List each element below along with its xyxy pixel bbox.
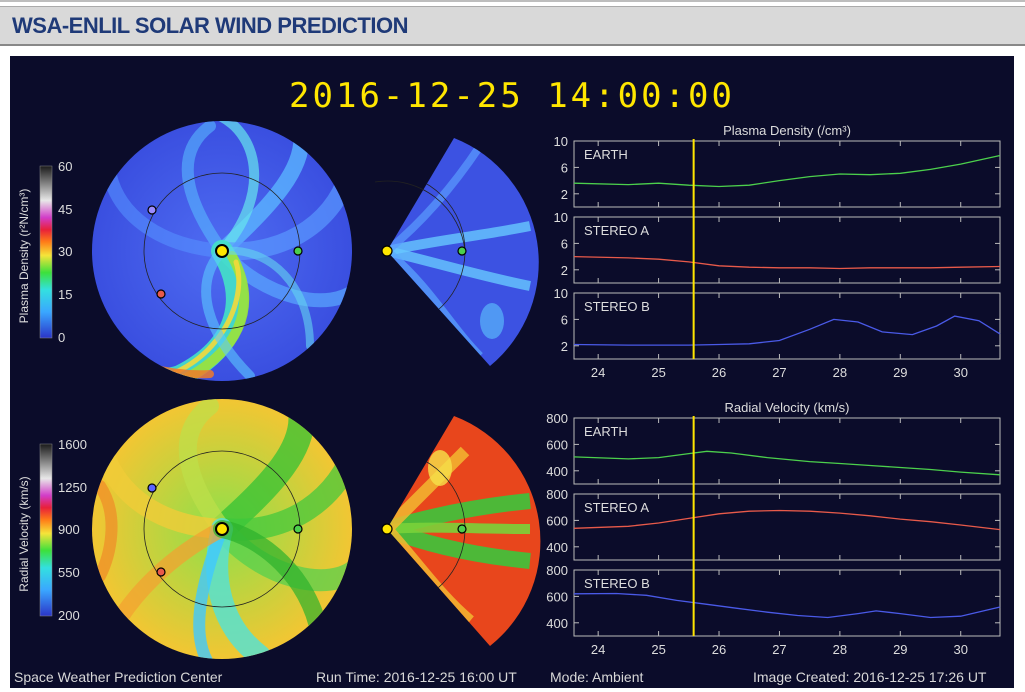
colorbar-tick: 0 [58,330,65,345]
colorbar-tick: 30 [58,244,72,259]
velocity-colorbar-label: Radial Velocity (km/s) [17,476,31,591]
y-tick-label: 600 [546,589,568,604]
x-tick-label: 27 [772,642,786,657]
colorbar-tick: 900 [58,522,80,537]
series-line-stereo-b [573,592,1001,619]
earth-marker [457,524,467,534]
header-bar: WSA-ENLIL SOLAR WIND PREDICTION [0,6,1025,46]
page-title: WSA-ENLIL SOLAR WIND PREDICTION [12,13,408,38]
x-tick-label: 30 [953,642,967,657]
chart-panel-frame [573,140,1001,208]
x-tick-label: 30 [953,365,967,380]
series-name: EARTH [584,147,628,162]
y-tick-label: 2 [561,263,568,278]
x-tick-label: 29 [893,365,907,380]
body-markers [147,205,467,577]
y-tick-label: 2 [561,187,568,202]
stereo-b-marker [147,483,157,493]
x-tick-label: 25 [651,365,665,380]
footer-org: Space Weather Prediction Center [14,669,223,685]
y-tick-label: 10 [554,134,568,149]
y-tick-label: 2 [561,339,568,354]
colorbar-tick: 1250 [58,480,87,495]
x-tick-label: 28 [833,365,847,380]
footer-run-time: Run Time: 2016-12-25 16:00 UT [316,669,517,685]
y-tick-label: 6 [561,160,568,175]
y-tick-label: 400 [546,464,568,479]
chart-panel-frame [573,417,1001,485]
chart-title: Radial Velocity (km/s) [725,400,850,415]
x-tick-label: 27 [772,365,786,380]
series-line-earth [573,154,1001,188]
x-tick-label: 25 [651,642,665,657]
chart-panel-frame [573,292,1001,360]
y-tick-label: 10 [554,210,568,225]
y-tick-label: 6 [561,312,568,327]
simulation-canvas: Plasma Density (r²N/cm³) 60 45 30 15 0 R… [17,121,1001,659]
colorbar-tick: 200 [58,608,80,623]
stereo-a-marker [156,567,166,577]
frame-datetime: 2016-12-25 14:00:00 [289,76,735,116]
chart-group: Plasma Density (/cm³) 10 6 2 EARTH 10 6 2 STEREO… [554,123,1001,380]
stereo-a-marker [156,289,166,299]
colorbar-tick: 15 [58,287,72,302]
chart-panel-frame [573,216,1001,284]
enlil-animation-frame: 2016-12-25 14:00:00 [10,56,1014,688]
time-series-charts: Plasma Density (/cm³) 10 6 2 EARTH 10 6 2 STEREO… [546,123,1001,657]
y-tick-label: 800 [546,487,568,502]
series-line-stereo-b [573,315,1001,346]
y-tick-label: 400 [546,540,568,555]
colorbar-tick: 45 [58,202,72,217]
x-tick-label: 26 [712,365,726,380]
chart-title: Plasma Density (/cm³) [723,123,851,138]
series-name: STEREO A [584,223,649,238]
chart-panel-frame [573,569,1001,637]
sun-marker [381,523,393,535]
earth-marker [293,524,303,534]
series-name: EARTH [584,424,628,439]
x-tick-label: 29 [893,642,907,657]
series-name: STEREO B [584,299,650,314]
chart-panel-frame [573,493,1001,561]
series-name: STEREO A [584,500,649,515]
top-rule [0,0,1025,2]
y-tick-label: 10 [554,286,568,301]
x-tick-label: 28 [833,642,847,657]
x-tick-label: 26 [712,642,726,657]
series-line-earth [573,450,1001,476]
x-tick-label: 24 [591,642,605,657]
sun-marker [215,244,229,258]
velocity-colorbar: Radial Velocity (km/s) 1600 1250 900 550… [17,437,87,623]
y-tick-label: 400 [546,616,568,631]
stereo-b-marker [147,205,157,215]
colorbar-tick: 550 [58,565,80,580]
sun-marker [215,522,229,536]
y-tick-label: 800 [546,563,568,578]
density-colorbar: Plasma Density (r²N/cm³) 60 45 30 15 0 [17,159,72,345]
density-colorbar-label: Plasma Density (r²N/cm³) [17,189,31,324]
colorbar-tick: 60 [58,159,72,174]
y-tick-label: 6 [561,236,568,251]
earth-marker [457,246,467,256]
y-tick-label: 600 [546,437,568,452]
series-line-stereo-a [573,509,1001,531]
y-tick-label: 600 [546,513,568,528]
sun-marker [381,245,393,257]
footer-created: Image Created: 2016-12-25 17:26 UT [753,669,987,685]
series-name: STEREO B [584,576,650,591]
earth-marker [293,246,303,256]
x-tick-label: 24 [591,365,605,380]
chart-group: Radial Velocity (km/s) 800 600 400 EARTH 800 6… [546,400,1001,657]
series-line-stereo-a [573,255,1001,270]
footer-mode: Mode: Ambient [550,669,644,685]
y-tick-label: 800 [546,411,568,426]
colorbar-tick: 1600 [58,437,87,452]
